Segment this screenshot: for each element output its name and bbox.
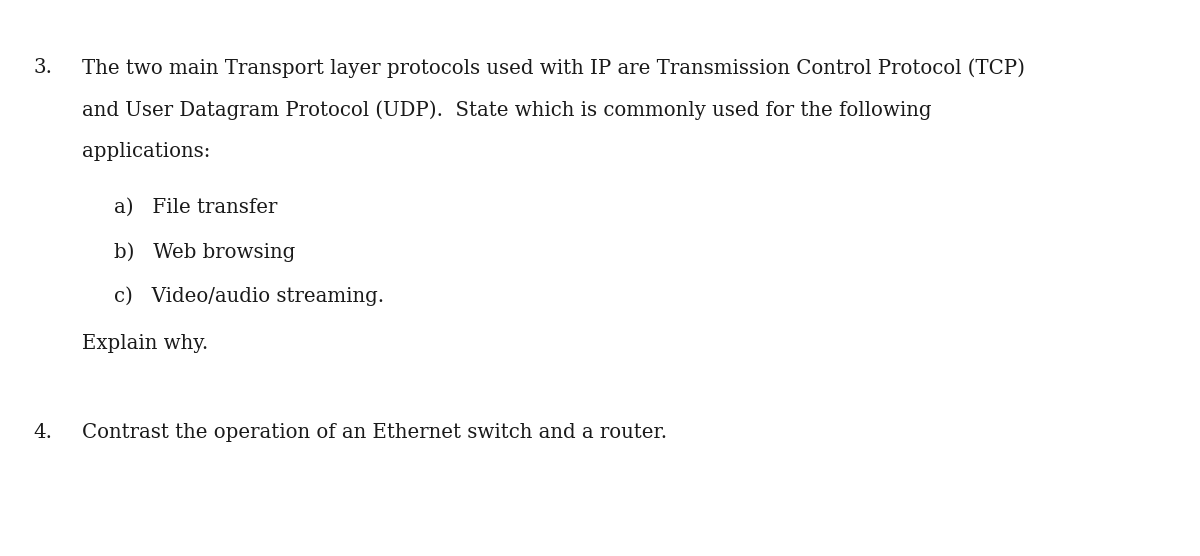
Text: Explain why.: Explain why. [82, 334, 208, 353]
Text: The two main Transport layer protocols used with IP are Transmission Control Pro: The two main Transport layer protocols u… [82, 58, 1025, 78]
Text: b)   Web browsing: b) Web browsing [114, 242, 295, 261]
Text: and User Datagram Protocol (UDP).  State which is commonly used for the followin: and User Datagram Protocol (UDP). State … [82, 100, 931, 120]
Text: c)   Video/audio streaming.: c) Video/audio streaming. [114, 286, 384, 306]
Text: Contrast the operation of an Ethernet switch and a router.: Contrast the operation of an Ethernet sw… [82, 423, 667, 441]
Text: a)   File transfer: a) File transfer [114, 197, 277, 216]
Text: 4.: 4. [34, 423, 53, 441]
Text: 3.: 3. [34, 58, 53, 77]
Text: applications:: applications: [82, 142, 210, 161]
